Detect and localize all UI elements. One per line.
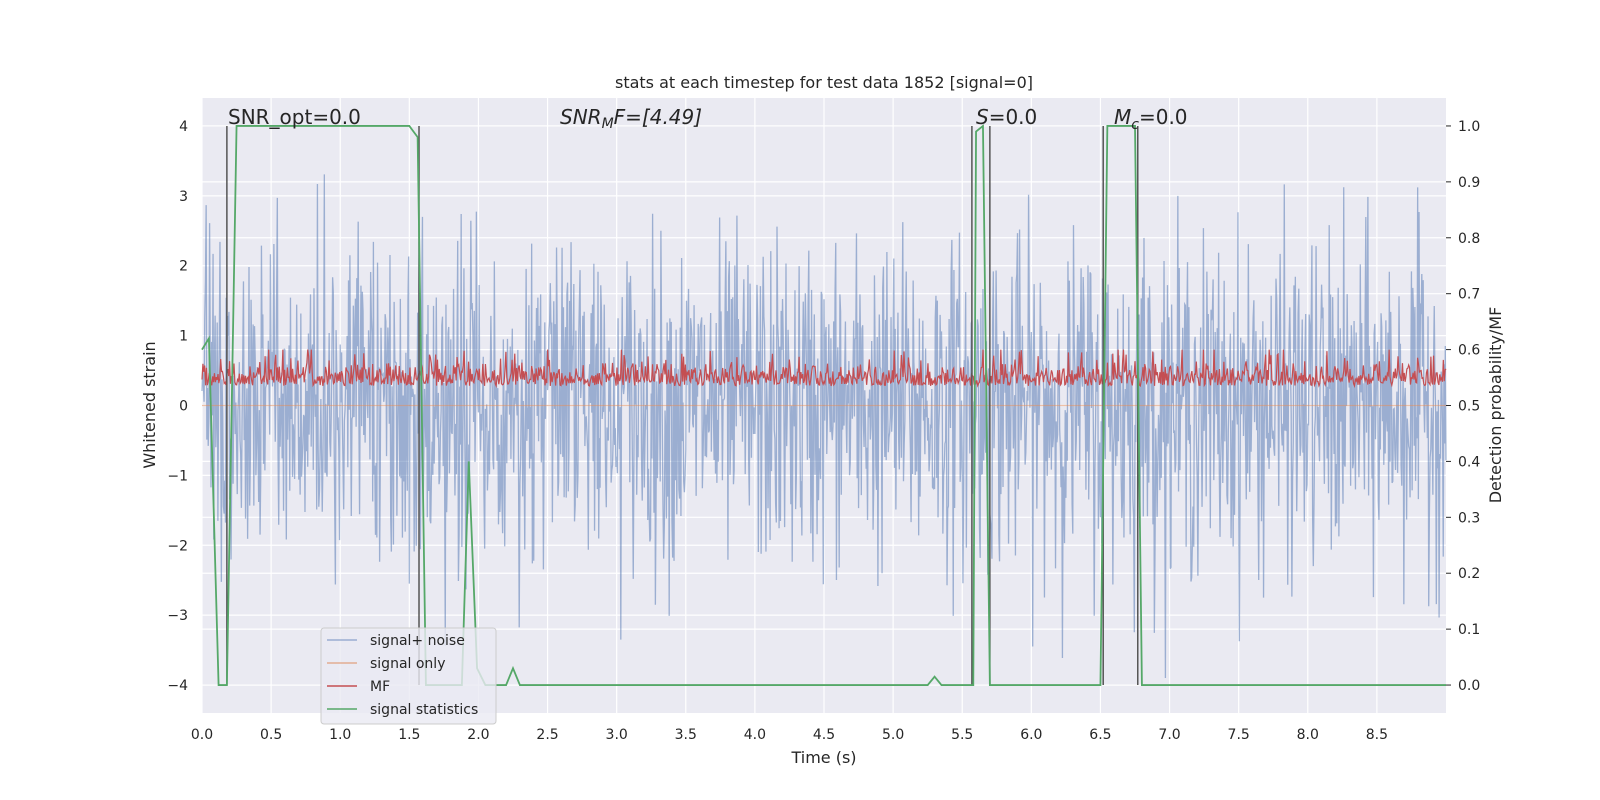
y-tick-label: 4 [179,119,188,135]
y-axis-title: Whitened strain [140,341,159,468]
x-tick-label: 8.5 [1366,727,1388,743]
legend-label-signal-only: signal only [370,656,445,672]
annotation-snr-opt: SNR_opt=0.0 [228,105,361,129]
annotation-mc: Mc=0.0 [1114,105,1188,133]
signal-noise-line [201,174,1447,679]
y-tick-label: 0 [179,399,188,415]
y-right-tick-label: 0.1 [1458,622,1480,638]
legend-box [320,627,497,725]
y-right-tick-label: 0.8 [1458,231,1480,247]
x-tick-label: 1.5 [398,727,420,743]
y-axis-right-title: Detection probability/MF [1486,307,1505,504]
y-right-tick-label: 0.3 [1458,510,1480,526]
x-tick-label: 3.0 [606,727,628,743]
y-right-tick-label: 0.0 [1458,678,1480,694]
x-tick-label: 3.5 [675,727,697,743]
y-tick-label: −4 [167,678,188,694]
x-tick-label: 4.0 [744,727,766,743]
signal-noise-series [201,174,1447,679]
y-tick-label: 3 [179,189,188,205]
y-right-tick-label: 1.0 [1458,119,1480,135]
y-tick-label: 1 [179,329,188,345]
mf-series [201,349,1447,389]
annotation-s: S=0.0 [976,105,1037,129]
x-tick-label: 5.0 [882,727,904,743]
y-right-tick-label: 0.4 [1458,454,1480,470]
annotation-snr-mf: SNRMF=[4.49] [560,105,702,132]
legend-label-signal-noise: signal+ noise [370,633,465,649]
y-right-tick-label: 0.7 [1458,287,1480,303]
x-tick-label: 8.0 [1297,727,1319,743]
x-tick-label: 7.5 [1228,727,1250,743]
y-right-tick-label: 0.6 [1458,343,1480,359]
x-axis-title: Time (s) [790,748,856,767]
x-tick-label: 6.5 [1089,727,1111,743]
y-right-tick-label: 0.2 [1458,566,1480,582]
signal-statistics-series [201,124,1446,686]
legend-label-signal-statistics: signal statistics [370,702,478,718]
legend-label-mf: MF [370,679,390,695]
x-tick-label: 5.5 [951,727,973,743]
y-tick-label: 2 [179,259,188,275]
x-tick-label: 6.0 [1020,727,1042,743]
x-tick-label: 2.0 [467,727,489,743]
mf-line [201,349,1447,389]
y-tick-label: −1 [167,468,188,484]
x-tick-label: 2.5 [536,727,558,743]
signal-statistics-line [201,124,1446,686]
y-tick-label: −2 [167,538,188,554]
x-tick-label: 7.0 [1158,727,1180,743]
x-tick-label: 1.0 [329,727,351,743]
x-tick-label: 4.5 [813,727,835,743]
y-right-tick-label: 0.5 [1458,399,1480,415]
chart-title: stats at each timestep for test data 185… [615,73,1033,92]
y-right-tick-label: 0.9 [1458,175,1480,191]
tick-labels: 0.0 0.5 1.0 1.5 2.0 2.5 3.0 3.5 4.0 4.5 5.0 5.5 6.0 6… [167,119,1480,743]
x-tick-label: 0.5 [260,727,282,743]
x-tick-label: 0.0 [191,727,213,743]
y-tick-label: −3 [167,608,188,624]
legend: signal+ noise signal only MF signal stat… [320,627,497,725]
